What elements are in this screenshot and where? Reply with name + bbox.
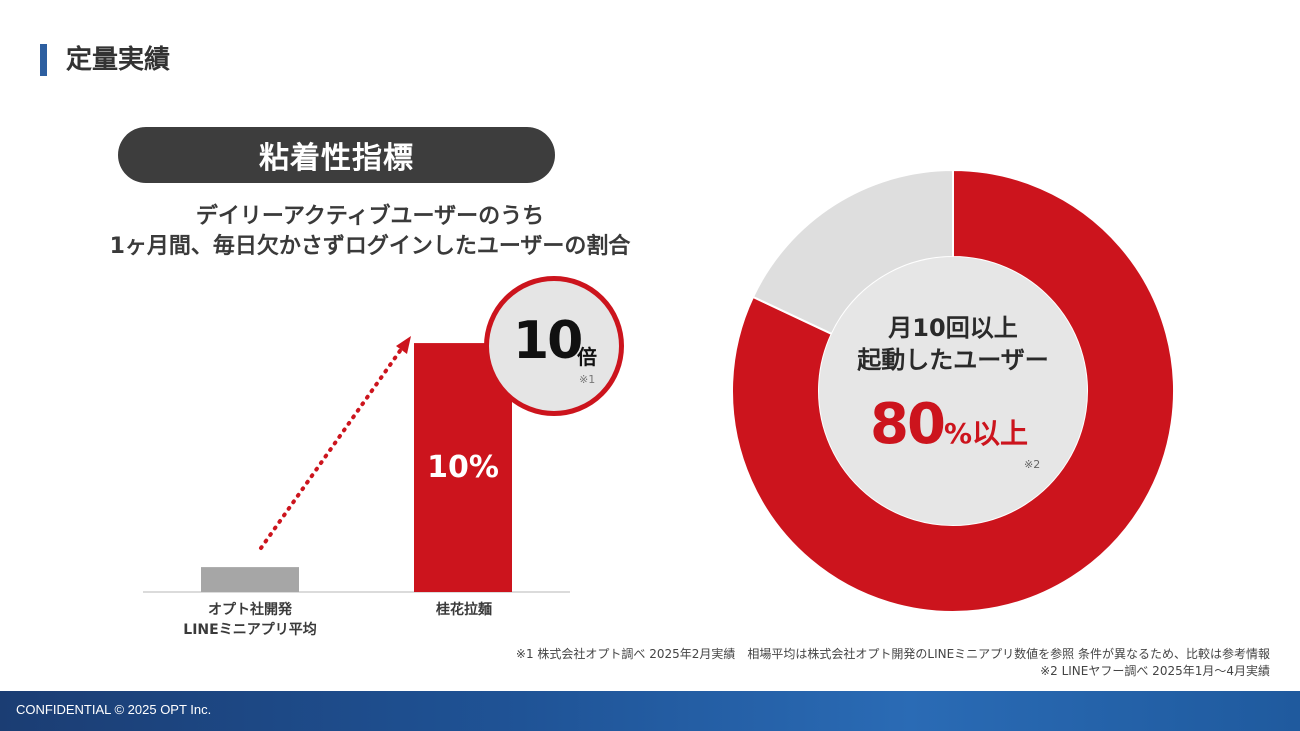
donut-center-text: 月10回以上 起動したユーザー [820,312,1086,376]
bar-data-label: 10% [427,450,499,485]
category-label-average: オプト社開発 LINEミニアプリ平均 [150,600,350,640]
multiplier-note: ※1 [579,373,596,386]
donut-center-line1: 月10回以上 [888,314,1018,342]
subtitle-line-1: デイリーアクティブユーザーのうち [195,204,545,229]
footnote-2: ※2 LINEヤフー調べ 2025年1月～4月実績 [1040,664,1270,678]
section-pill-label: 粘着性指標 [259,141,414,176]
donut-center-number: 80 [870,392,946,457]
growth-arrow-line [259,346,404,550]
donut-center-line2: 起動したユーザー [857,346,1049,374]
donut-center [819,257,1087,525]
title-accent-bar [40,44,47,76]
bar-0 [201,567,299,592]
multiplier-value: 10 [513,311,583,371]
chart-subtitle: デイリーアクティブユーザーのうち 1ヶ月間、毎日欠かさずログインしたユーザーの割… [70,202,670,262]
multiplier-unit: 倍 [577,345,597,369]
category-label-average-line1: オプト社開発 [208,602,292,618]
multiplier-badge: 10 倍 ※1 [484,276,624,416]
category-label-keika: 桂花拉麺 [364,600,564,620]
donut-center-value: 80%以上 [870,392,1070,457]
growth-arrow-head [396,336,411,354]
category-label-average-line2: LINEミニアプリ平均 [183,622,317,638]
footer-band: CONFIDENTIAL © 2025 OPT Inc. [0,691,1300,731]
subtitle-line-2: 1ヶ月間、毎日欠かさずログインしたユーザーの割合 [109,234,631,259]
footnotes: ※1 株式会社オプト調べ 2025年2月実績 相場平均は株式会社オプト開発のLI… [516,646,1270,680]
donut-note: ※2 [1024,458,1041,471]
donut-center-unit: %以上 [943,417,1028,450]
section-pill: 粘着性指標 [118,127,555,183]
footnote-1: ※1 株式会社オプト調べ 2025年2月実績 相場平均は株式会社オプト開発のLI… [515,647,1270,661]
category-label-keika-text: 桂花拉麺 [436,602,492,618]
page-title: 定量実績 [66,45,171,75]
footer-text: CONFIDENTIAL © 2025 OPT Inc. [16,702,212,717]
